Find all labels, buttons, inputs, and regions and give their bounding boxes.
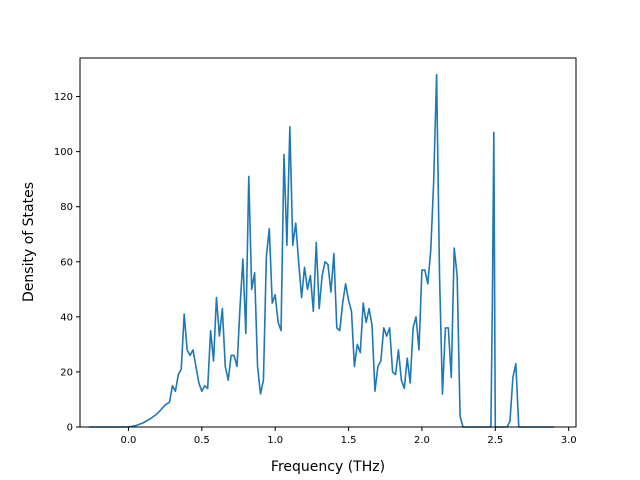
x-tick-label: 1.5 (341, 435, 357, 446)
y-tick-label: 60 (60, 257, 73, 268)
x-tick-label: 0.5 (194, 435, 210, 446)
x-tick-label: 3.0 (561, 435, 577, 446)
y-tick-label: 40 (60, 312, 73, 323)
dos-series-line (88, 73, 554, 428)
x-axis-label: Frequency (THz) (271, 459, 385, 475)
y-tick-label: 120 (54, 92, 73, 103)
x-tick-label: 2.0 (414, 435, 430, 446)
y-axis-label: Density of States (21, 182, 37, 302)
y-tick-label: 20 (60, 367, 73, 378)
y-tick-label: 100 (54, 147, 73, 158)
y-tick-label: 0 (67, 423, 73, 434)
x-axis-ticks: 0.0 0.5 1.0 1.5 2.0 2.5 3.0 (120, 427, 577, 446)
x-tick-label: 1.0 (267, 435, 283, 446)
axes-frame (79, 57, 577, 428)
series-layer (88, 73, 554, 428)
x-tick-label: 2.5 (487, 435, 503, 446)
x-tick-label: 0.0 (120, 435, 136, 446)
plot-area (80, 58, 576, 427)
y-axis-ticks: 0 20 40 60 80 100 120 (54, 92, 80, 434)
y-tick-label: 80 (60, 202, 73, 213)
